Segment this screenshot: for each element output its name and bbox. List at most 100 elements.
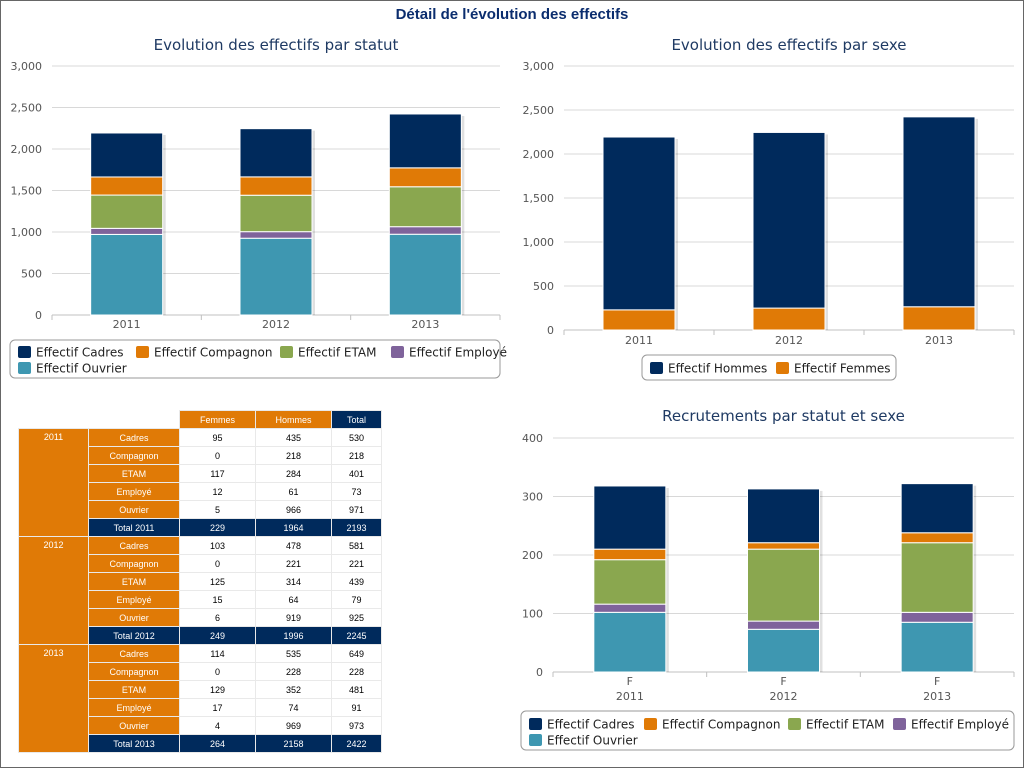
table-row: Compagnon 0 218 218 (19, 446, 382, 465)
table-value-cell: 15 (179, 590, 256, 609)
table-value-cell: 971 (331, 500, 382, 519)
status-bar-employe-2013[interactable] (388, 226, 462, 235)
recruit-bar-employe-2013[interactable] (900, 611, 974, 623)
recruit-bar-ouvrier-2013[interactable] (900, 621, 974, 673)
table-column-header: Total (331, 410, 382, 429)
recruit-legend-swatch[interactable] (644, 718, 657, 730)
recruit-bar-etam-2012[interactable] (747, 548, 820, 622)
status-legend-swatch[interactable] (18, 346, 31, 358)
sex-legend-swatch[interactable] (776, 362, 789, 374)
status-bar-cadres-2012[interactable] (239, 128, 313, 178)
table-row: Employé 12 61 73 (19, 482, 382, 501)
table-value-cell: 95 (179, 428, 256, 447)
table-total-label: Total 2011 (88, 518, 180, 537)
recruit-x-tick-label: 2013 (923, 690, 951, 703)
status-legend-swatch[interactable] (18, 362, 31, 374)
status-legend-swatch[interactable] (280, 346, 293, 358)
table-value-cell: 478 (255, 536, 332, 555)
status-x-tick-label: 2011 (113, 318, 141, 331)
table-value-cell: 925 (331, 608, 382, 627)
table-row: Ouvrier 4 969 973 (19, 716, 382, 735)
table-value-cell: 125 (179, 572, 256, 591)
sex-bar-femmes-2012[interactable] (752, 307, 826, 331)
table-header-row: Femmes Hommes Total (18, 410, 382, 429)
sex-bar-hommes-2012[interactable] (752, 131, 826, 309)
status-bar-employe-2011[interactable] (90, 227, 164, 235)
recruit-bar-compagnon-2011[interactable] (593, 548, 667, 561)
status-legend-swatch[interactable] (391, 346, 404, 358)
table-value-cell: 649 (331, 644, 382, 663)
table-total-value: 264 (179, 734, 256, 753)
recruit-bar-etam-2013[interactable] (900, 542, 974, 613)
table-category-cell: Compagnon (88, 662, 180, 681)
recruit-legend-swatch[interactable] (529, 718, 542, 730)
recruit-legend-swatch[interactable] (893, 718, 906, 730)
status-bar-ouvrier-2012[interactable] (239, 237, 313, 316)
recruit-bar-ouvrier-2011[interactable] (593, 611, 667, 673)
table-total-row: Total 2013 264 2158 2422 (19, 734, 382, 753)
status-y-tick-label: 3,000 (11, 60, 43, 73)
table-category-cell: Ouvrier (88, 608, 180, 627)
recruit-bar-compagnon-2013[interactable] (900, 532, 974, 544)
status-bar-etam-2013[interactable] (388, 186, 462, 228)
table-value-cell: 0 (179, 662, 256, 681)
status-y-tick-label: 1,500 (11, 185, 43, 198)
sex-bar-femmes-2013[interactable] (902, 306, 976, 331)
table-value-cell: 969 (255, 716, 332, 735)
table-category-cell: Cadres (88, 644, 180, 663)
recruit-bar-etam-2011[interactable] (593, 559, 667, 605)
sex-x-tick-label: 2013 (925, 334, 953, 347)
table-value-cell: 919 (255, 608, 332, 627)
table-value-cell: 114 (179, 644, 256, 663)
table-row: ETAM 125 314 439 (19, 572, 382, 591)
status-bar-cadres-2011[interactable] (90, 132, 164, 178)
recruit-bar-cadres-2013[interactable] (900, 483, 974, 534)
table-category-cell: ETAM (88, 464, 180, 483)
table-category-cell: Cadres (88, 428, 180, 447)
recruit-legend-swatch[interactable] (788, 718, 801, 730)
table-row: 2012 Cadres 103 478 581 (18, 536, 382, 645)
status-bar-compagnon-2011[interactable] (90, 176, 164, 196)
recruit-y-tick-label: 200 (522, 549, 543, 562)
recruit-bar-cadres-2012[interactable] (747, 488, 820, 544)
table-category-cell: Employé (88, 482, 180, 501)
sex-bar-hommes-2011[interactable] (602, 136, 676, 311)
status-bar-compagnon-2012[interactable] (239, 176, 313, 196)
status-legend-swatch[interactable] (136, 346, 149, 358)
status-bar-ouvrier-2011[interactable] (90, 233, 164, 316)
sex-y-tick-label: 0 (547, 324, 554, 337)
table-corner (88, 410, 180, 429)
table-category-cell: Compagnon (88, 554, 180, 573)
table-value-cell: 228 (331, 662, 382, 681)
recruit-bar-compagnon-2012[interactable] (747, 542, 820, 550)
status-bar-compagnon-2013[interactable] (388, 167, 462, 188)
status-bar-employe-2012[interactable] (239, 231, 313, 239)
status-legend-item: Effectif Compagnon (154, 346, 272, 360)
table-total-row: Total 2011 229 1964 2193 (19, 518, 382, 537)
table-category-cell: ETAM (88, 680, 180, 699)
status-legend-item: Effectif ETAM (298, 346, 376, 360)
recruit-bar-ouvrier-2012[interactable] (747, 628, 820, 673)
table-value-cell: 4 (179, 716, 256, 735)
status-bar-ouvrier-2013[interactable] (388, 233, 462, 316)
table-value-cell: 966 (255, 500, 332, 519)
status-bar-etam-2012[interactable] (239, 194, 313, 233)
table-row: ETAM 129 352 481 (19, 680, 382, 699)
recruit-legend-swatch[interactable] (529, 734, 542, 746)
recruit-x-sub-label: F (780, 675, 786, 688)
status-bar-cadres-2013[interactable] (388, 113, 462, 169)
recruit-bar-cadres-2011[interactable] (593, 485, 667, 550)
table-category-cell: Cadres (88, 536, 180, 555)
status-bar-etam-2011[interactable] (90, 194, 164, 229)
sex-bar-hommes-2013[interactable] (902, 116, 976, 308)
table-row: 2011 Cadres 95 435 530 (18, 428, 382, 537)
table-value-cell: 12 (179, 482, 256, 501)
sex-bar-femmes-2011[interactable] (602, 309, 676, 331)
sex-legend-swatch[interactable] (650, 362, 663, 374)
recruit-bar-employe-2012[interactable] (747, 620, 820, 630)
recruit-bar-employe-2011[interactable] (593, 603, 667, 613)
status-legend-item: Effectif Cadres (36, 346, 124, 360)
table-value-cell: 439 (331, 572, 382, 591)
table-total-value: 229 (179, 518, 256, 537)
